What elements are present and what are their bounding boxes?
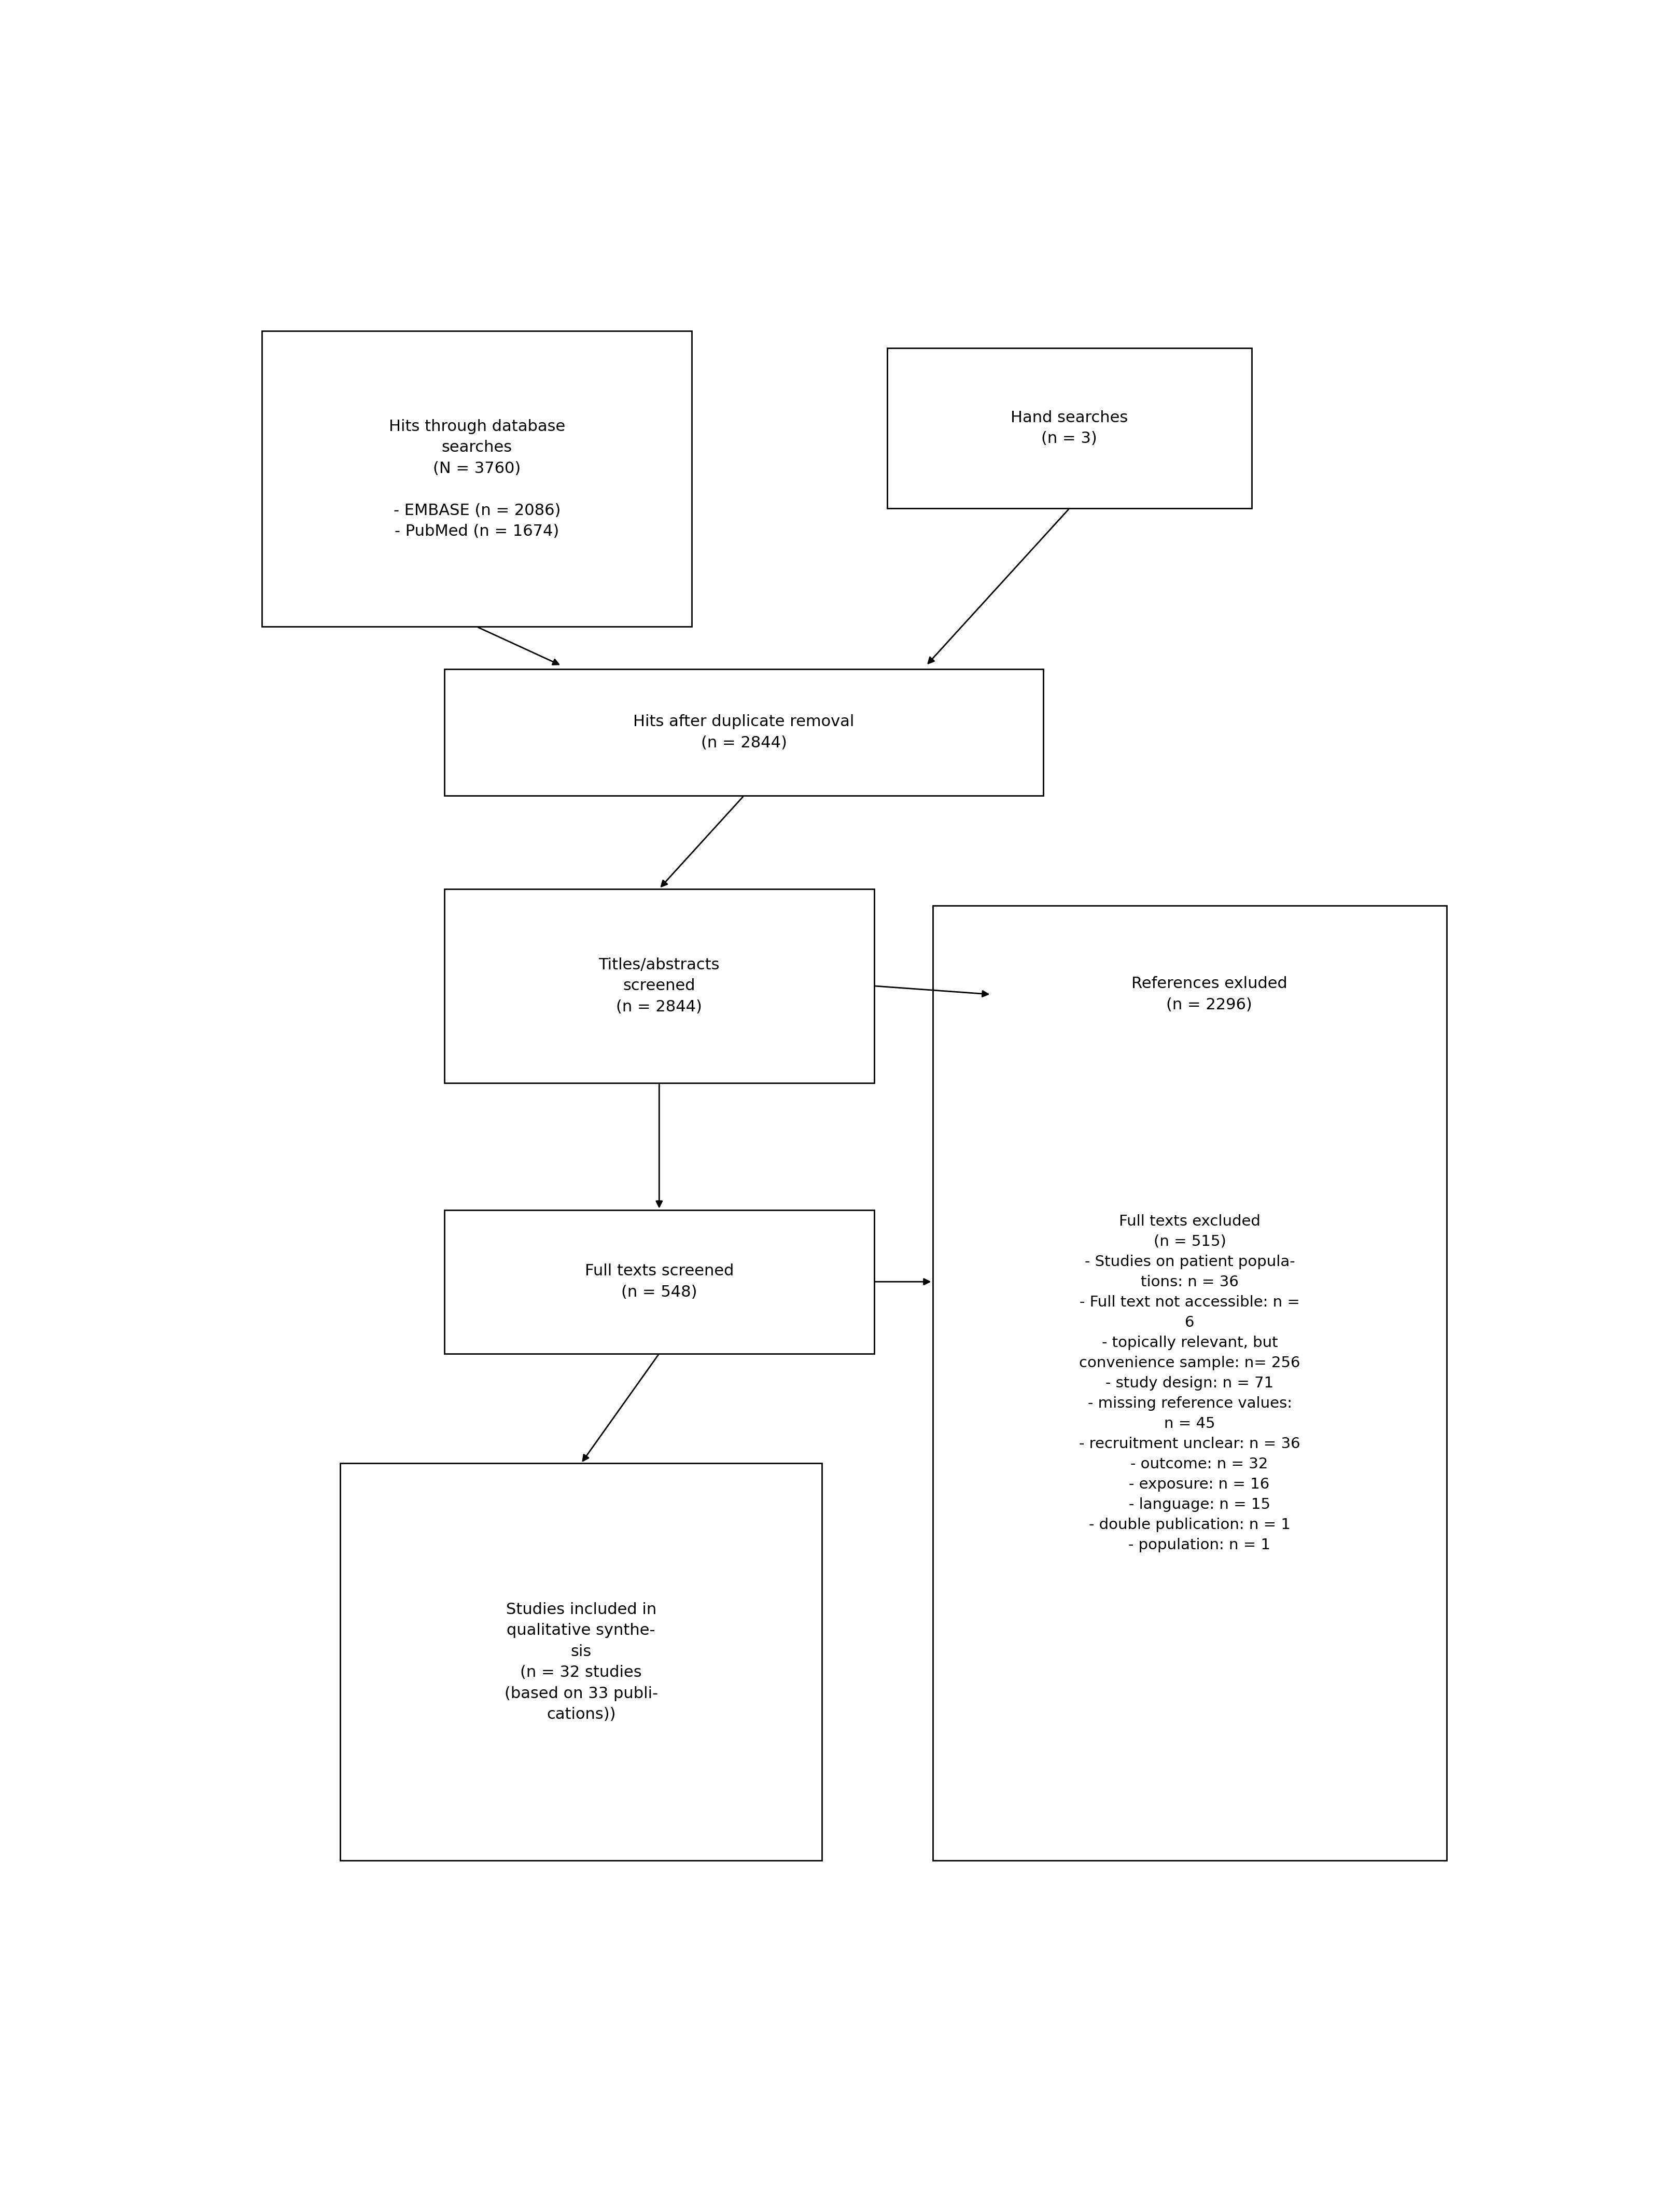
- Text: Hits through database
searches
(N = 3760)

- EMBASE (n = 2086)
- PubMed (n = 167: Hits through database searches (N = 3760…: [388, 419, 564, 540]
- FancyBboxPatch shape: [887, 349, 1252, 509]
- Text: Studies included in
qualitative synthe-
sis
(n = 32 studies
(based on 33 publi-
: Studies included in qualitative synthe- …: [504, 1602, 659, 1723]
- FancyBboxPatch shape: [339, 1464, 822, 1861]
- FancyBboxPatch shape: [262, 331, 692, 628]
- Text: References exluded
(n = 2296): References exluded (n = 2296): [1131, 977, 1287, 1012]
- FancyBboxPatch shape: [444, 1209, 874, 1354]
- FancyBboxPatch shape: [932, 907, 1446, 1861]
- Text: Hand searches
(n = 3): Hand searches (n = 3): [1011, 410, 1127, 446]
- Text: Full texts screened
(n = 548): Full texts screened (n = 548): [585, 1264, 734, 1299]
- FancyBboxPatch shape: [991, 922, 1428, 1067]
- FancyBboxPatch shape: [444, 669, 1043, 797]
- Text: Titles/abstracts
screened
(n = 2844): Titles/abstracts screened (n = 2844): [598, 957, 719, 1014]
- FancyBboxPatch shape: [444, 889, 874, 1082]
- Text: Full texts excluded
(n = 515)
- Studies on patient popula-
tions: n = 36
- Full : Full texts excluded (n = 515) - Studies …: [1079, 1214, 1300, 1552]
- Text: Hits after duplicate removal
(n = 2844): Hits after duplicate removal (n = 2844): [633, 713, 855, 751]
